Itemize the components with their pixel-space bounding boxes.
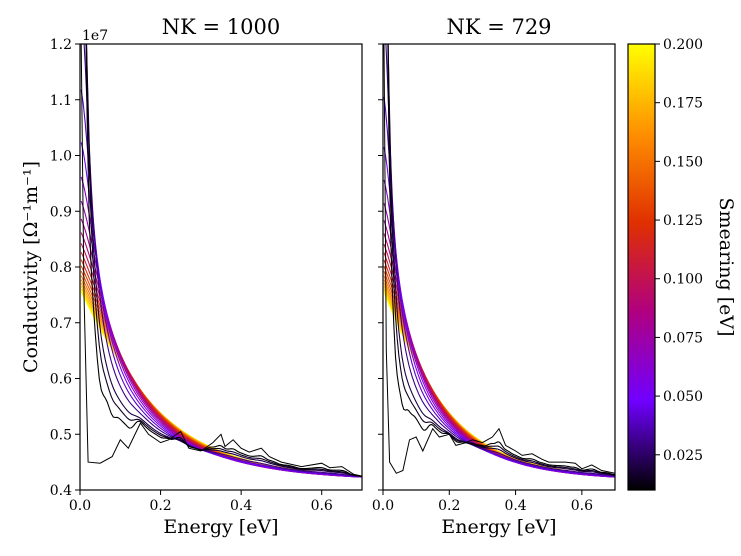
smeared-curve-0.015 bbox=[85, 44, 362, 477]
x-axis-label-right: Energy [eV] bbox=[441, 516, 556, 538]
y-multiplier-label: 1e7 bbox=[82, 28, 108, 44]
y-tick-label: 0.4 bbox=[50, 483, 72, 499]
colorbar-tick-label: 0.150 bbox=[663, 154, 703, 170]
x-tick-label: 0.2 bbox=[149, 498, 171, 514]
colorbar-tick-label: 0.100 bbox=[663, 272, 703, 288]
colorbar-tick-label: 0.025 bbox=[663, 448, 703, 464]
x-tick-label: 0.4 bbox=[230, 498, 252, 514]
y-tick-label: 0.6 bbox=[50, 372, 72, 388]
panel-title-right: NK = 729 bbox=[446, 15, 551, 39]
raw-curve bbox=[80, 44, 362, 477]
x-tick-label: 0.6 bbox=[311, 498, 333, 514]
colorbar-tick-label: 0.200 bbox=[663, 37, 703, 53]
smeared-curve-0.01 bbox=[387, 44, 615, 476]
colorbar: 0.025 0.050 0.075 0.100 0.125 0.150 0.175 0.200… bbox=[627, 37, 737, 491]
curves-right bbox=[383, 44, 615, 478]
smeared-curve-0.05 bbox=[80, 142, 362, 478]
colorbar-tick-label: 0.075 bbox=[663, 330, 703, 346]
x-ticks-left: 0.0 0.2 0.4 0.6 bbox=[69, 490, 333, 514]
smeared-curve-0.03 bbox=[83, 44, 362, 478]
colorbar-label: Smearing [eV] bbox=[715, 198, 737, 337]
plot-background-right bbox=[383, 44, 615, 490]
y-tick-label: 0.5 bbox=[50, 427, 72, 443]
panel-title-left: NK = 1000 bbox=[162, 15, 280, 39]
y-tick-label: 0.9 bbox=[50, 204, 72, 220]
x-tick-label: 0.4 bbox=[504, 498, 526, 514]
curves-left bbox=[80, 44, 362, 478]
panel-left: 0.0 0.2 0.4 0.6 0.4 0.5 0.6 0.7 0.8 0.9 1.0 1.1 1.2… bbox=[50, 15, 363, 538]
x-tick-label: 0.6 bbox=[571, 498, 593, 514]
raw-curve bbox=[383, 44, 615, 474]
y-tick-label: 1.1 bbox=[50, 93, 72, 109]
y-tick-label: 1.2 bbox=[50, 37, 72, 53]
smeared-curve-0.05 bbox=[383, 147, 615, 478]
smeared-curve-0.02 bbox=[85, 44, 362, 477]
y-tick-label: 0.8 bbox=[50, 260, 72, 276]
y-ticks-left: 0.4 0.5 0.6 0.7 0.8 0.9 1.0 1.1 1.2 bbox=[50, 37, 80, 499]
x-axis-label-left: Energy [eV] bbox=[163, 516, 278, 538]
x-tick-label: 0.2 bbox=[438, 498, 460, 514]
y-axis-label: Conductivity [Ω⁻¹m⁻¹] bbox=[20, 161, 42, 373]
smeared-curve-0.03 bbox=[385, 44, 615, 477]
colorbar-tick-label: 0.175 bbox=[663, 96, 703, 112]
x-tick-label: 0.0 bbox=[69, 498, 91, 514]
plot-background-left bbox=[80, 44, 362, 490]
colorbar-ticks: 0.025 0.050 0.075 0.100 0.125 0.150 0.175 0.200 bbox=[655, 37, 703, 464]
smeared-curve-0.04 bbox=[383, 96, 615, 477]
smeared-curve-0.01 bbox=[85, 44, 362, 477]
colorbar-tick-label: 0.125 bbox=[663, 213, 703, 229]
smeared-curve-0.015 bbox=[387, 44, 615, 476]
smeared-curve-0.04 bbox=[80, 89, 362, 478]
colorbar-tick-label: 0.050 bbox=[663, 389, 703, 405]
y-tick-label: 1.0 bbox=[50, 149, 72, 165]
y-ticks-right bbox=[378, 43, 383, 491]
panel-right: 0.0 0.2 0.4 0.6 NK = 729 Energy [eV] bbox=[372, 15, 616, 538]
colorbar-gradient bbox=[627, 43, 656, 491]
x-tick-label: 0.0 bbox=[372, 498, 394, 514]
y-tick-label: 0.7 bbox=[50, 316, 72, 332]
x-ticks-right: 0.0 0.2 0.4 0.6 bbox=[372, 490, 593, 514]
smeared-curve-0.02 bbox=[387, 44, 615, 476]
